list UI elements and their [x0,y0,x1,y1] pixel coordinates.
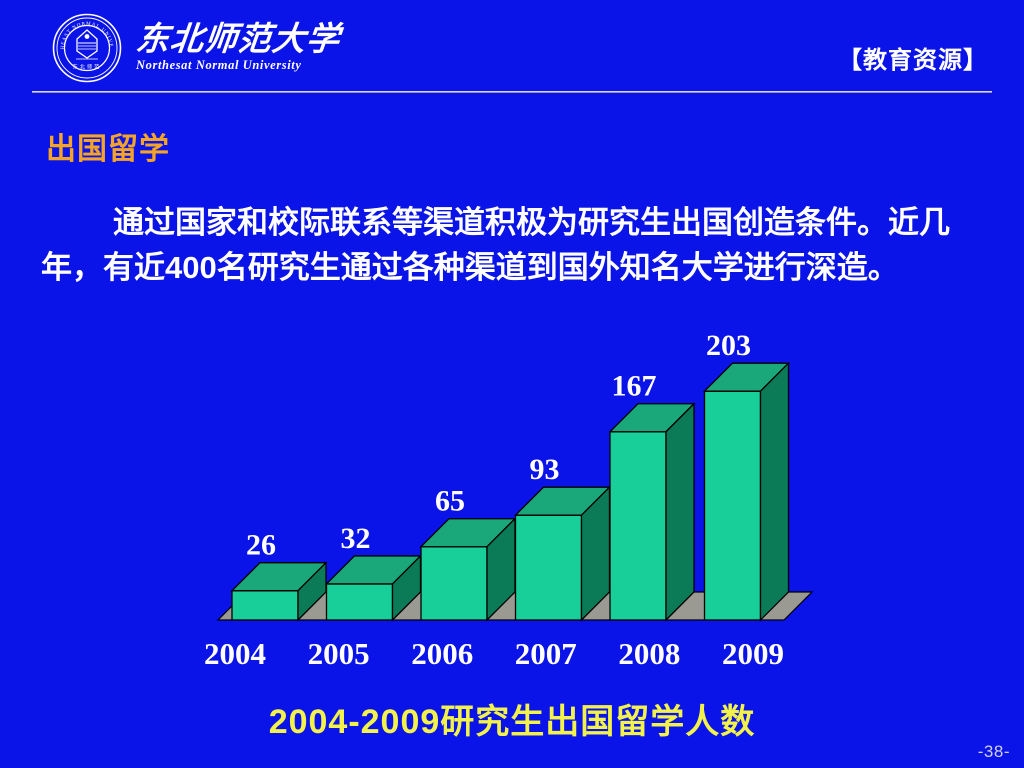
bar-value-label: 26 [246,529,276,562]
bar-column [702,361,791,622]
category-label: 2006 [411,636,474,671]
university-seal-icon: NORTHEAST NORMAL UNIVERSITY 东北师范 [52,13,122,83]
bar-column [419,517,517,622]
bar-series [230,361,791,622]
bar-front-face [703,390,762,621]
bar-front-face [514,514,583,621]
header-divider [32,91,992,93]
bar-value-label: 167 [612,370,657,403]
category-label: 2005 [307,636,370,671]
bar-column [324,554,423,622]
bar-column [608,402,696,622]
page-title: 出国留学 [46,133,170,166]
bar-value-label: 65 [435,485,465,518]
page-number: -38- [977,742,1010,761]
bar-chart: 26 32 65 93 167 203 [0,330,1024,630]
wordmark-chinese: 东北师范大学 [134,21,342,58]
category-label: 2007 [514,636,577,671]
body-paragraph: 通过国家和校际联系等渠道积极为研究生出国创造条件。近几年，有近400名研究生通过… [41,205,950,285]
bar-side-face [665,402,695,622]
university-logo: NORTHEAST NORMAL UNIVERSITY 东北师范 东北师范大学 … [52,12,342,84]
bar-column [513,485,612,622]
bar-value-label: 93 [530,453,560,486]
bar-front-face [231,590,299,621]
chart-title: 2004-2009研究生出国留学人数 [268,703,756,741]
bar-front-face [325,583,394,621]
bar-side-face [759,361,790,622]
value-labels: 26 32 65 93 167 203 [246,330,751,562]
bar-front-face [420,546,488,621]
bar-column [230,561,328,622]
category-label: 2008 [618,636,681,671]
x-axis-category-labels: 2004 2005 2006 2007 2008 2009 [204,636,784,672]
bar-value-label: 32 [341,522,371,555]
slide-header: NORTHEAST NORMAL UNIVERSITY 东北师范 东北师范大学 … [0,0,1024,96]
category-label: 2004 [204,636,266,671]
header-resource-tag: 【教育资源】 [838,47,988,74]
bar-front-face [609,431,667,621]
wordmark-english: Northesat Normal University [136,58,302,73]
category-label: 2009 [721,636,784,671]
bar-value-label: 203 [706,330,751,362]
svg-text:东北师范: 东北师范 [73,63,102,71]
university-wordmark: 东北师范大学 Northesat Normal University [134,21,342,73]
